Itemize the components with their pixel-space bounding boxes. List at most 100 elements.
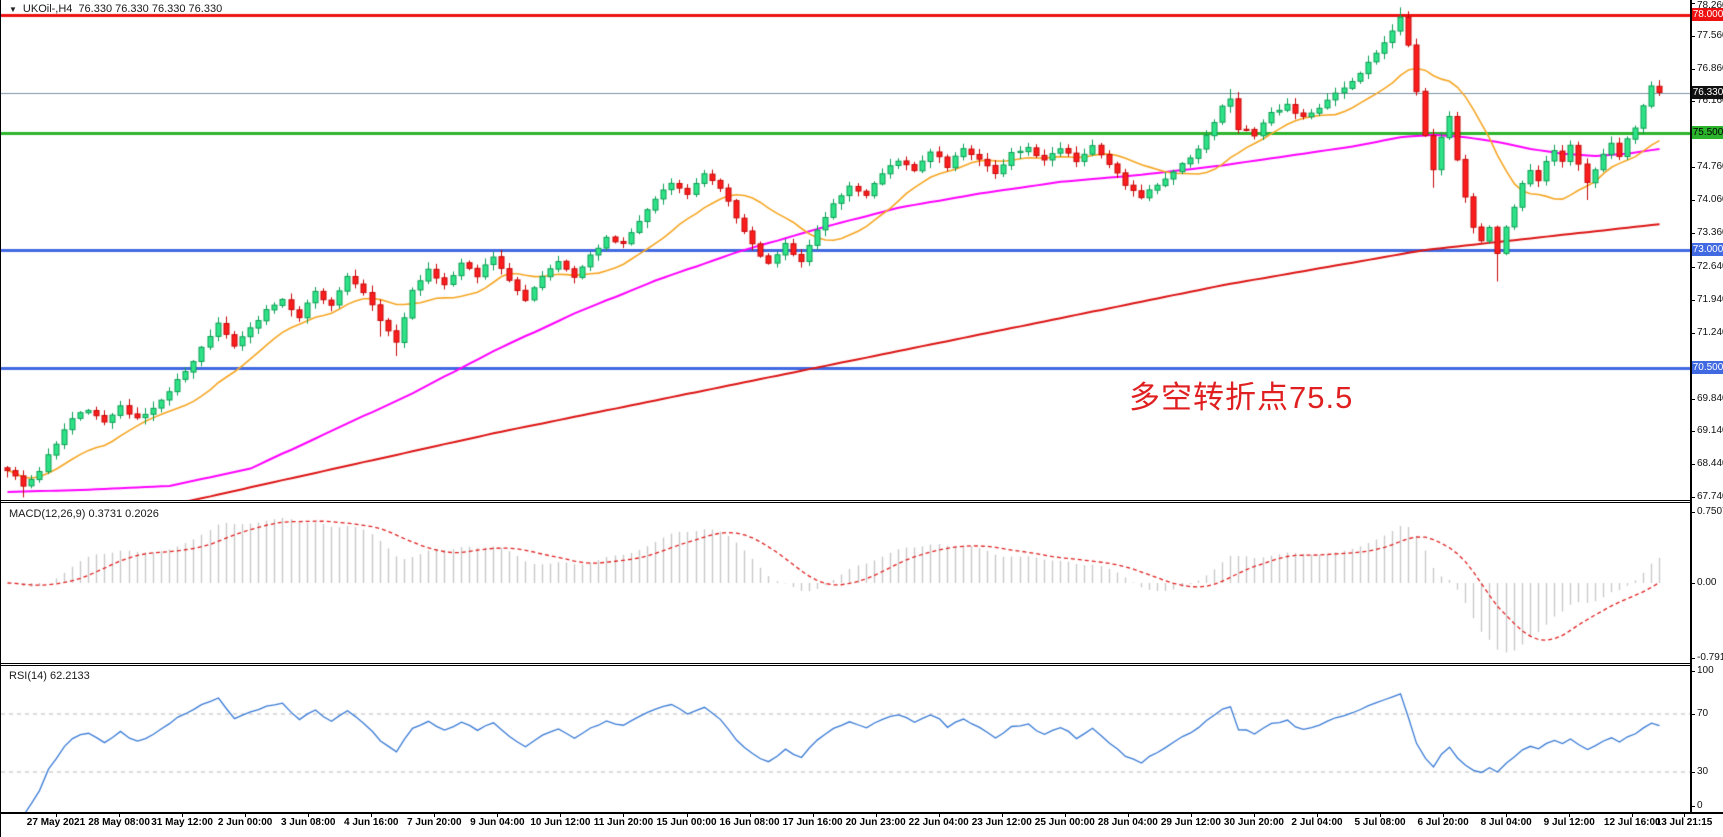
price-axis-tick (1690, 3, 1695, 4)
price-axis-tick (1690, 658, 1695, 659)
price-tick-label: 73.360 (1697, 227, 1723, 238)
price-tick-label: 74.760 (1697, 161, 1723, 172)
time-axis-label: 4 Jun 16:00 (344, 817, 399, 828)
macd-scale-label: 0.7507 (1697, 506, 1723, 517)
time-axis-label: 25 Jun 00:00 (1034, 817, 1095, 828)
time-axis-tick (560, 812, 561, 817)
time-axis-label: 9 Jun 04:00 (470, 817, 525, 828)
time-axis-label: 9 Jul 12:00 (1543, 817, 1595, 828)
macd-panel-label: MACD(12,26,9) 0.3731 0.2026 (9, 508, 159, 520)
price-level-badge: 78.000 (1692, 8, 1723, 21)
time-axis-tick (308, 812, 309, 817)
price-axis-separator (1690, 0, 1692, 814)
time-axis-tick (497, 812, 498, 817)
pane-divider[interactable] (1, 502, 1690, 503)
rsi-scale-label: 30 (1697, 766, 1709, 777)
time-axis-tick (119, 812, 120, 817)
price-tick-label: 71.940 (1697, 294, 1723, 305)
time-axis-tick (1254, 812, 1255, 817)
time-axis-label: 27 May 2021 (26, 817, 86, 828)
price-axis-tick (1690, 583, 1695, 584)
price-axis-tick (1690, 101, 1695, 102)
price-tick-label: 76.160 (1697, 95, 1723, 106)
time-axis-label: 5 Jul 08:00 (1354, 817, 1406, 828)
rsi-scale-label: 70 (1697, 708, 1709, 719)
chevron-down-icon[interactable]: ▼ (9, 4, 17, 14)
time-axis-label: 2 Jul 04:00 (1291, 817, 1343, 828)
main-chart-canvas[interactable] (1, 0, 1690, 501)
pane-divider[interactable] (1, 665, 1690, 666)
price-axis-tick (1690, 233, 1695, 234)
time-axis-tick (1569, 812, 1570, 817)
rsi-indicator-canvas[interactable] (1, 666, 1690, 812)
time-axis-tick (56, 812, 57, 817)
time-axis-border (1, 812, 1723, 814)
time-axis-label: 10 Jun 12:00 (530, 817, 591, 828)
macd-indicator-canvas[interactable] (1, 503, 1690, 663)
price-axis-tick (1690, 333, 1695, 334)
time-axis-label: 29 Jun 12:00 (1160, 817, 1221, 828)
price-tick-label: 67.740 (1697, 491, 1723, 502)
price-axis-tick (1690, 497, 1695, 498)
time-axis-tick (1191, 812, 1192, 817)
time-axis-label: 8 Jul 04:00 (1480, 817, 1532, 828)
symbol-header: ▼ UKOil-,H4 76.330 76.330 76.330 76.330 (9, 3, 222, 15)
time-axis-label: 3 Jun 08:00 (280, 817, 336, 828)
price-tick-label: 69.840 (1697, 393, 1723, 404)
symbol-period-label: UKOil-,H4 (22, 3, 73, 15)
time-axis-label: 28 Jun 04:00 (1097, 817, 1158, 828)
price-axis-tick (1690, 431, 1695, 432)
price-tick-label: 69.140 (1697, 425, 1723, 436)
time-axis-tick (1128, 812, 1129, 817)
price-axis-tick (1690, 464, 1695, 465)
time-axis-label: 23 Jun 12:00 (971, 817, 1032, 828)
price-level-badge: 75.500 (1692, 126, 1723, 139)
price-axis-tick (1690, 399, 1695, 400)
price-axis-tick (1690, 36, 1695, 37)
price-axis-tick (1690, 200, 1695, 201)
time-axis-tick (687, 812, 688, 817)
price-axis-tick (1690, 267, 1695, 268)
rsi-scale-label: 0 (1697, 800, 1703, 811)
time-axis-label: 17 Jun 16:00 (782, 817, 843, 828)
time-axis-tick (750, 812, 751, 817)
price-tick-label: 68.440 (1697, 458, 1723, 469)
time-axis-label: 16 Jun 08:00 (719, 817, 780, 828)
time-axis-label: 28 May 08:00 (88, 817, 150, 828)
time-axis-label: 6 Jul 20:00 (1417, 817, 1469, 828)
time-axis-tick (1506, 812, 1507, 817)
price-axis-tick (1690, 69, 1695, 70)
time-axis-label: 31 May 12:00 (151, 817, 213, 828)
time-axis-tick (1380, 812, 1381, 817)
pane-divider[interactable] (1, 663, 1690, 664)
time-axis-label: 7 Jun 20:00 (407, 817, 462, 828)
time-axis-tick (623, 812, 624, 817)
price-level-badge: 76.330 (1692, 86, 1723, 99)
time-axis-tick (371, 812, 372, 817)
price-axis-tick (1690, 806, 1695, 807)
price-axis-tick (1690, 300, 1695, 301)
time-axis-label: 15 Jun 00:00 (656, 817, 717, 828)
pane-divider[interactable] (1, 500, 1690, 501)
ohlc-values: 76.330 76.330 76.330 76.330 (78, 3, 223, 15)
price-tick-label: 76.860 (1697, 63, 1723, 74)
macd-scale-label: -0.7918 (1697, 652, 1723, 663)
time-axis-tick (1684, 812, 1685, 817)
price-tick-label: 71.240 (1697, 327, 1723, 338)
time-axis-tick (876, 812, 877, 817)
price-tick-label: 78.260 (1697, 0, 1723, 11)
pivot-annotation-text[interactable]: 多空转折点75.5 (1129, 380, 1354, 415)
price-axis-tick (1690, 512, 1695, 513)
rsi-panel-label: RSI(14) 62.2133 (9, 670, 90, 682)
time-axis-label: 2 Jun 00:00 (217, 817, 273, 828)
time-axis-tick (939, 812, 940, 817)
price-axis-tick (1690, 671, 1695, 672)
price-tick-label: 77.560 (1697, 30, 1723, 41)
time-axis-tick (1632, 812, 1633, 817)
price-level-badge: 70.500 (1692, 361, 1723, 374)
price-level-badge: 73.000 (1692, 243, 1723, 256)
price-tick-label: 72.640 (1697, 261, 1723, 272)
price-tick-label: 74.060 (1697, 194, 1723, 205)
time-axis-tick (182, 812, 183, 817)
